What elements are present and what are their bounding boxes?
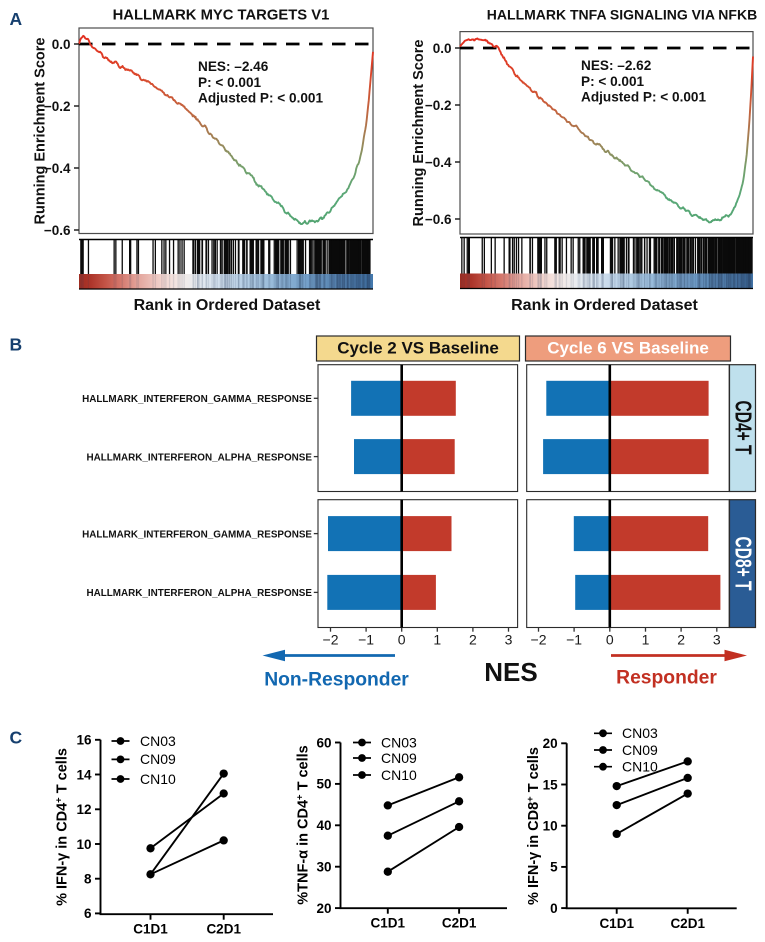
svg-text:−0.4: −0.4	[425, 155, 452, 170]
svg-text:10: 10	[543, 819, 558, 834]
svg-text:% IFN-γ in CD8+ T cells: % IFN-γ in CD8+ T cells	[525, 747, 542, 905]
svg-text:14: 14	[76, 767, 92, 782]
svg-text:6: 6	[84, 906, 92, 921]
svg-text:HALLMARK_INTERFERON_GAMMA_RESP: HALLMARK_INTERFERON_GAMMA_RESPONSE	[82, 529, 312, 540]
svg-text:Rank in Ordered Dataset: Rank in Ordered Dataset	[134, 297, 321, 314]
svg-text:2: 2	[469, 631, 477, 647]
svg-text:5: 5	[550, 860, 558, 875]
svg-text:Responder: Responder	[616, 668, 717, 689]
svg-text:HALLMARK_INTERFERON_ALPHA_RESP: HALLMARK_INTERFERON_ALPHA_RESPONSE	[86, 452, 312, 463]
svg-text:CD8+ T: CD8+ T	[731, 537, 757, 591]
svg-text:C1D1: C1D1	[133, 922, 168, 937]
svg-text:B: B	[10, 335, 23, 355]
svg-text:C2D1: C2D1	[442, 916, 477, 931]
svg-text:0: 0	[606, 631, 614, 647]
svg-text:CN10: CN10	[381, 767, 417, 783]
svg-text:−0.4: −0.4	[44, 161, 71, 176]
svg-text:A: A	[10, 9, 23, 29]
svg-text:C: C	[10, 728, 23, 748]
svg-text:%TNF-α in CD4+ T cells: %TNF-α in CD4+ T cells	[295, 745, 312, 905]
svg-text:−1: −1	[566, 631, 582, 647]
svg-text:CD4+ T: CD4+ T	[731, 401, 757, 455]
svg-text:P: < 0.001: P: < 0.001	[198, 75, 262, 90]
svg-text:30: 30	[316, 860, 331, 875]
svg-text:16: 16	[76, 733, 92, 748]
svg-text:0.0: 0.0	[52, 37, 71, 52]
svg-text:C1D1: C1D1	[371, 916, 406, 931]
svg-text:20: 20	[543, 736, 558, 751]
svg-text:CN09: CN09	[140, 751, 176, 767]
svg-text:1: 1	[642, 631, 650, 647]
svg-text:50: 50	[316, 777, 331, 792]
svg-text:Cycle 6 VS Baseline: Cycle 6 VS Baseline	[547, 339, 709, 358]
svg-text:−0.6: −0.6	[425, 212, 452, 227]
svg-text:HALLMARK_INTERFERON_ALPHA_RESP: HALLMARK_INTERFERON_ALPHA_RESPONSE	[86, 588, 312, 599]
svg-text:60: 60	[316, 735, 331, 750]
svg-text:−0.2: −0.2	[44, 99, 71, 114]
svg-text:CN03: CN03	[140, 733, 176, 749]
svg-text:3: 3	[505, 631, 513, 647]
svg-text:12: 12	[76, 802, 91, 817]
svg-text:15: 15	[543, 777, 559, 792]
svg-text:HALLMARK TNFA SIGNALING VIA NF: HALLMARK TNFA SIGNALING VIA NFKB	[487, 7, 757, 23]
svg-text:CN09: CN09	[622, 742, 658, 758]
svg-text:CN10: CN10	[140, 771, 176, 787]
svg-text:C2D1: C2D1	[206, 922, 241, 937]
svg-text:40: 40	[316, 818, 331, 833]
svg-text:NES: –2.46: NES: –2.46	[198, 59, 269, 74]
svg-text:C2D1: C2D1	[670, 916, 705, 931]
svg-text:CN10: CN10	[622, 759, 658, 775]
svg-text:HALLMARK MYC TARGETS V1: HALLMARK MYC TARGETS V1	[113, 8, 330, 24]
svg-text:Adjusted P: < 0.001: Adjusted P: < 0.001	[581, 90, 706, 105]
svg-text:0: 0	[398, 631, 406, 647]
svg-text:NES: NES	[484, 657, 537, 687]
svg-text:0.0: 0.0	[433, 41, 452, 56]
svg-text:HALLMARK_INTERFERON_GAMMA_RESP: HALLMARK_INTERFERON_GAMMA_RESPONSE	[82, 394, 312, 405]
svg-text:−2: −2	[323, 631, 339, 647]
svg-text:CN03: CN03	[622, 725, 658, 741]
svg-text:Rank in Ordered Dataset: Rank in Ordered Dataset	[511, 297, 698, 314]
svg-text:P: < 0.001: P: < 0.001	[581, 74, 645, 89]
svg-text:3: 3	[713, 631, 721, 647]
svg-text:Cycle 2 VS Baseline: Cycle 2 VS Baseline	[337, 339, 499, 358]
svg-text:Non-Responder: Non-Responder	[264, 670, 409, 691]
svg-text:20: 20	[316, 901, 331, 916]
svg-text:2: 2	[677, 631, 685, 647]
svg-text:CN03: CN03	[381, 734, 417, 750]
svg-text:8: 8	[84, 872, 92, 887]
svg-text:−1: −1	[358, 631, 374, 647]
svg-text:1: 1	[433, 631, 441, 647]
svg-text:−2: −2	[531, 631, 547, 647]
svg-text:NES: –2.62: NES: –2.62	[581, 58, 652, 73]
svg-text:C1D1: C1D1	[599, 916, 634, 931]
svg-text:Adjusted P: < 0.001: Adjusted P: < 0.001	[198, 91, 323, 106]
svg-text:% IFN-γ in CD4+ T cells: % IFN-γ in CD4+ T cells	[54, 748, 71, 906]
svg-text:0: 0	[550, 901, 558, 916]
svg-text:−0.2: −0.2	[425, 98, 452, 113]
svg-text:Running Enrichment Score: Running Enrichment Score	[411, 40, 427, 227]
svg-text:10: 10	[76, 837, 91, 852]
svg-text:CN09: CN09	[381, 750, 417, 766]
svg-text:−0.6: −0.6	[44, 223, 71, 238]
svg-text:Running Enrichment Score: Running Enrichment Score	[33, 38, 49, 225]
